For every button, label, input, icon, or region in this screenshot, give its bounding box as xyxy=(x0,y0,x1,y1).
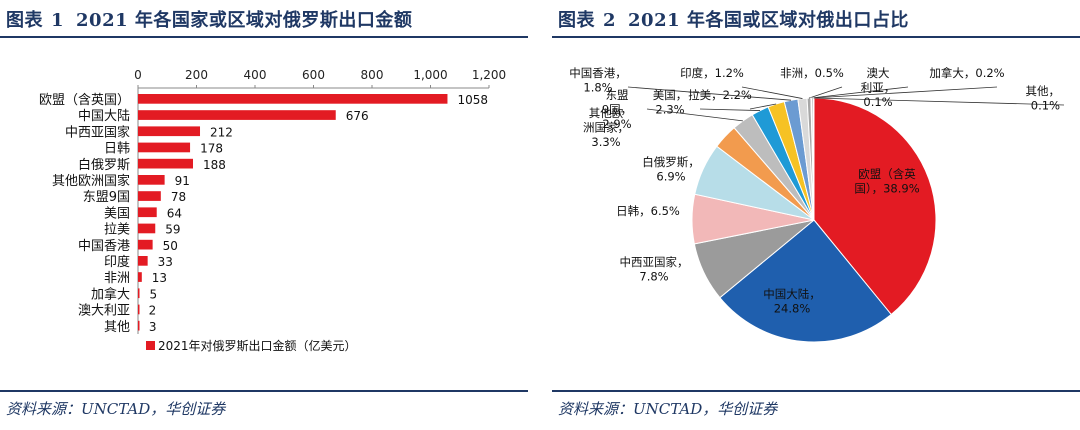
x-tick-label: 600 xyxy=(302,68,325,82)
title-rule xyxy=(552,36,1080,38)
bar xyxy=(138,94,448,104)
leader-line xyxy=(741,86,803,99)
slice-label: 白俄罗斯， 6.9% xyxy=(642,155,700,184)
value-label: 3 xyxy=(149,320,157,334)
x-tick-label: 0 xyxy=(134,68,142,82)
x-tick-label: 800 xyxy=(361,68,384,82)
bar xyxy=(138,110,336,120)
bar xyxy=(138,158,193,169)
slice-label: 印度，1.2% xyxy=(680,66,744,80)
value-label: 59 xyxy=(165,223,180,237)
value-label: 188 xyxy=(203,158,226,172)
source-rule xyxy=(0,390,528,392)
bar xyxy=(138,191,161,201)
category-label: 其他 xyxy=(104,320,130,335)
slice-label: 欧盟（含英国），38.9% xyxy=(854,167,919,196)
category-label: 中国香港 xyxy=(78,239,130,254)
category-label: 白俄罗斯 xyxy=(78,157,130,173)
category-label: 拉美 xyxy=(104,223,130,238)
slice-label: 其他欧洲国家， 3.3% xyxy=(583,106,629,149)
bar-chart-title: 图表 1 2021 年各国家或区域对俄罗斯出口金额 xyxy=(6,10,413,31)
value-label: 178 xyxy=(200,142,223,156)
category-label: 其他欧洲国家 xyxy=(52,173,130,189)
value-label: 676 xyxy=(346,109,369,123)
leader-line xyxy=(627,86,792,101)
pie-slice xyxy=(813,97,937,316)
slice-label: 中西亚国家， 7.8% xyxy=(620,255,689,284)
leader-line xyxy=(813,97,1065,106)
category-label: 中西亚国家 xyxy=(65,124,130,140)
slice-label: 澳大利亚， 0.1% xyxy=(861,66,896,109)
x-tick-label: 200 xyxy=(185,68,208,82)
source-rule xyxy=(552,390,1080,392)
title-rule xyxy=(0,36,528,38)
bar xyxy=(138,142,191,153)
bar xyxy=(138,256,148,266)
slice-label: 日韩，6.5% xyxy=(616,204,680,218)
slice-label: 中国香港， 1.8% xyxy=(569,66,627,95)
value-label: 5 xyxy=(149,287,157,301)
leader-line xyxy=(749,103,777,110)
slice-label: 中国大陆， 24.8% xyxy=(763,287,821,316)
category-label: 加拿大 xyxy=(91,286,130,302)
category-label: 东盟9国 xyxy=(83,190,130,205)
bar xyxy=(138,288,140,299)
pie-chart: 欧盟（含英国），38.9% 中国大陆， 24.8% 中西亚国家， 7.8% 日韩，6.5%… xyxy=(569,66,1065,343)
leader-line xyxy=(808,86,843,99)
value-label: 13 xyxy=(152,271,167,285)
legend-swatch xyxy=(146,341,155,350)
value-label: 1058 xyxy=(457,93,488,107)
value-label: 64 xyxy=(167,206,182,220)
category-label: 日韩 xyxy=(104,142,130,157)
category-label: 中国大陆 xyxy=(78,108,130,124)
value-label: 33 xyxy=(158,255,173,269)
bar xyxy=(138,126,201,137)
value-label: 91 xyxy=(175,174,190,188)
pie-chart-panel: 图表 2 2021 年各国或区域对俄出口占比 欧盟（含英国），38.9% 中国大陆， 2… xyxy=(552,0,1080,430)
bar xyxy=(138,272,142,282)
source-note: 资料来源：UNCTAD，华创证券 xyxy=(6,400,226,418)
x-tick-label: 1,000 xyxy=(413,68,447,82)
slice-label: 加拿大，0.2% xyxy=(929,66,1004,80)
bar-chart: 0 200 400 600 800 1,000 1,200 欧盟（含英国） 1058 中国大陆 67… xyxy=(39,68,506,353)
value-label: 78 xyxy=(171,190,186,204)
bar xyxy=(138,175,165,185)
slice-label: 美国， 2.3% xyxy=(653,88,688,117)
source-note: 资料来源：UNCTAD，华创证券 xyxy=(558,400,778,418)
category-label: 印度 xyxy=(104,254,130,270)
pie-chart-title: 图表 2 2021 年各国或区域对俄出口占比 xyxy=(558,10,909,31)
leader-line xyxy=(699,108,761,111)
bar-chart-panel: 图表 1 2021 年各国家或区域对俄罗斯出口金额 0 200 400 600 800 1,0… xyxy=(0,0,528,430)
value-label: 212 xyxy=(210,125,233,139)
category-label: 非洲 xyxy=(104,271,130,286)
x-tick-label: 400 xyxy=(244,68,267,82)
value-label: 50 xyxy=(163,239,178,253)
slice-label: 其他， 0.1% xyxy=(1026,84,1061,113)
x-tick-label: 1,200 xyxy=(472,68,506,82)
bar xyxy=(138,320,140,331)
bar xyxy=(138,223,156,234)
legend-label: 2021年对俄罗斯出口金额（亿美元） xyxy=(158,338,357,353)
leader-line xyxy=(646,108,743,122)
leader-line xyxy=(811,86,909,99)
slice-label: 东盟 9国， 2.9% xyxy=(602,88,632,131)
category-label: 欧盟（含英国） xyxy=(39,92,130,108)
slice-label: 非洲，0.5% xyxy=(780,66,844,80)
bar xyxy=(138,304,140,315)
category-label: 美国 xyxy=(104,206,130,221)
category-label: 澳大利亚 xyxy=(78,303,130,319)
value-label: 2 xyxy=(149,304,157,318)
pie-slice xyxy=(719,219,892,343)
leader-line xyxy=(812,86,998,99)
bar xyxy=(138,239,153,250)
bar xyxy=(138,207,157,218)
slice-label: 拉美，2.2% xyxy=(688,88,752,102)
